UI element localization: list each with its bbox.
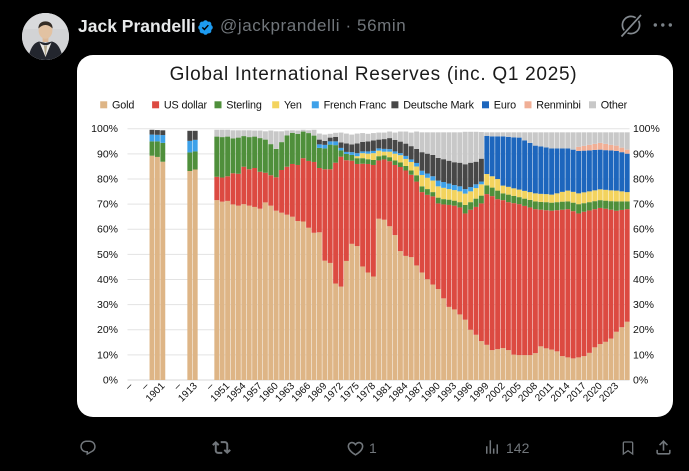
svg-text:2023: 2023: [598, 381, 622, 405]
svg-text:90%: 90%: [633, 148, 654, 160]
svg-text:French Franc: French Franc: [324, 100, 387, 112]
svg-text:70%: 70%: [97, 199, 118, 211]
svg-text:70%: 70%: [633, 199, 654, 211]
svg-text:60%: 60%: [633, 224, 654, 236]
svg-text:Yen: Yen: [284, 100, 302, 112]
svg-text:Gold: Gold: [112, 100, 134, 112]
svg-text:0%: 0%: [633, 374, 648, 386]
svg-text:20%: 20%: [633, 324, 654, 336]
svg-text:40%: 40%: [633, 274, 654, 286]
svg-text:100%: 100%: [91, 123, 118, 135]
svg-text:20%: 20%: [97, 324, 118, 336]
svg-text:40%: 40%: [97, 274, 118, 286]
svg-text:0%: 0%: [103, 374, 118, 386]
svg-text:Sterling: Sterling: [226, 100, 262, 112]
svg-text:30%: 30%: [97, 299, 118, 311]
svg-text:10%: 10%: [97, 349, 118, 361]
svg-text:1901: 1901: [144, 381, 168, 405]
svg-text:Other: Other: [601, 100, 628, 112]
svg-text:80%: 80%: [633, 173, 654, 185]
svg-text:90%: 90%: [97, 148, 118, 160]
svg-text:Deutsche Mark: Deutsche Mark: [403, 100, 474, 112]
svg-text:–: –: [123, 381, 135, 393]
svg-text:Global International Reserves: Global International Reserves (inc. Q1 2…: [170, 64, 578, 85]
svg-text:US dollar: US dollar: [164, 100, 208, 112]
svg-text:30%: 30%: [633, 299, 654, 311]
svg-text:50%: 50%: [97, 249, 118, 261]
svg-text:60%: 60%: [97, 224, 118, 236]
svg-text:1913: 1913: [176, 381, 200, 405]
svg-text:Euro: Euro: [494, 100, 516, 112]
svg-text:80%: 80%: [97, 173, 118, 185]
svg-text:100%: 100%: [633, 123, 660, 135]
svg-text:10%: 10%: [633, 349, 654, 361]
svg-text:Renminbi: Renminbi: [536, 100, 580, 112]
svg-text:50%: 50%: [633, 249, 654, 261]
